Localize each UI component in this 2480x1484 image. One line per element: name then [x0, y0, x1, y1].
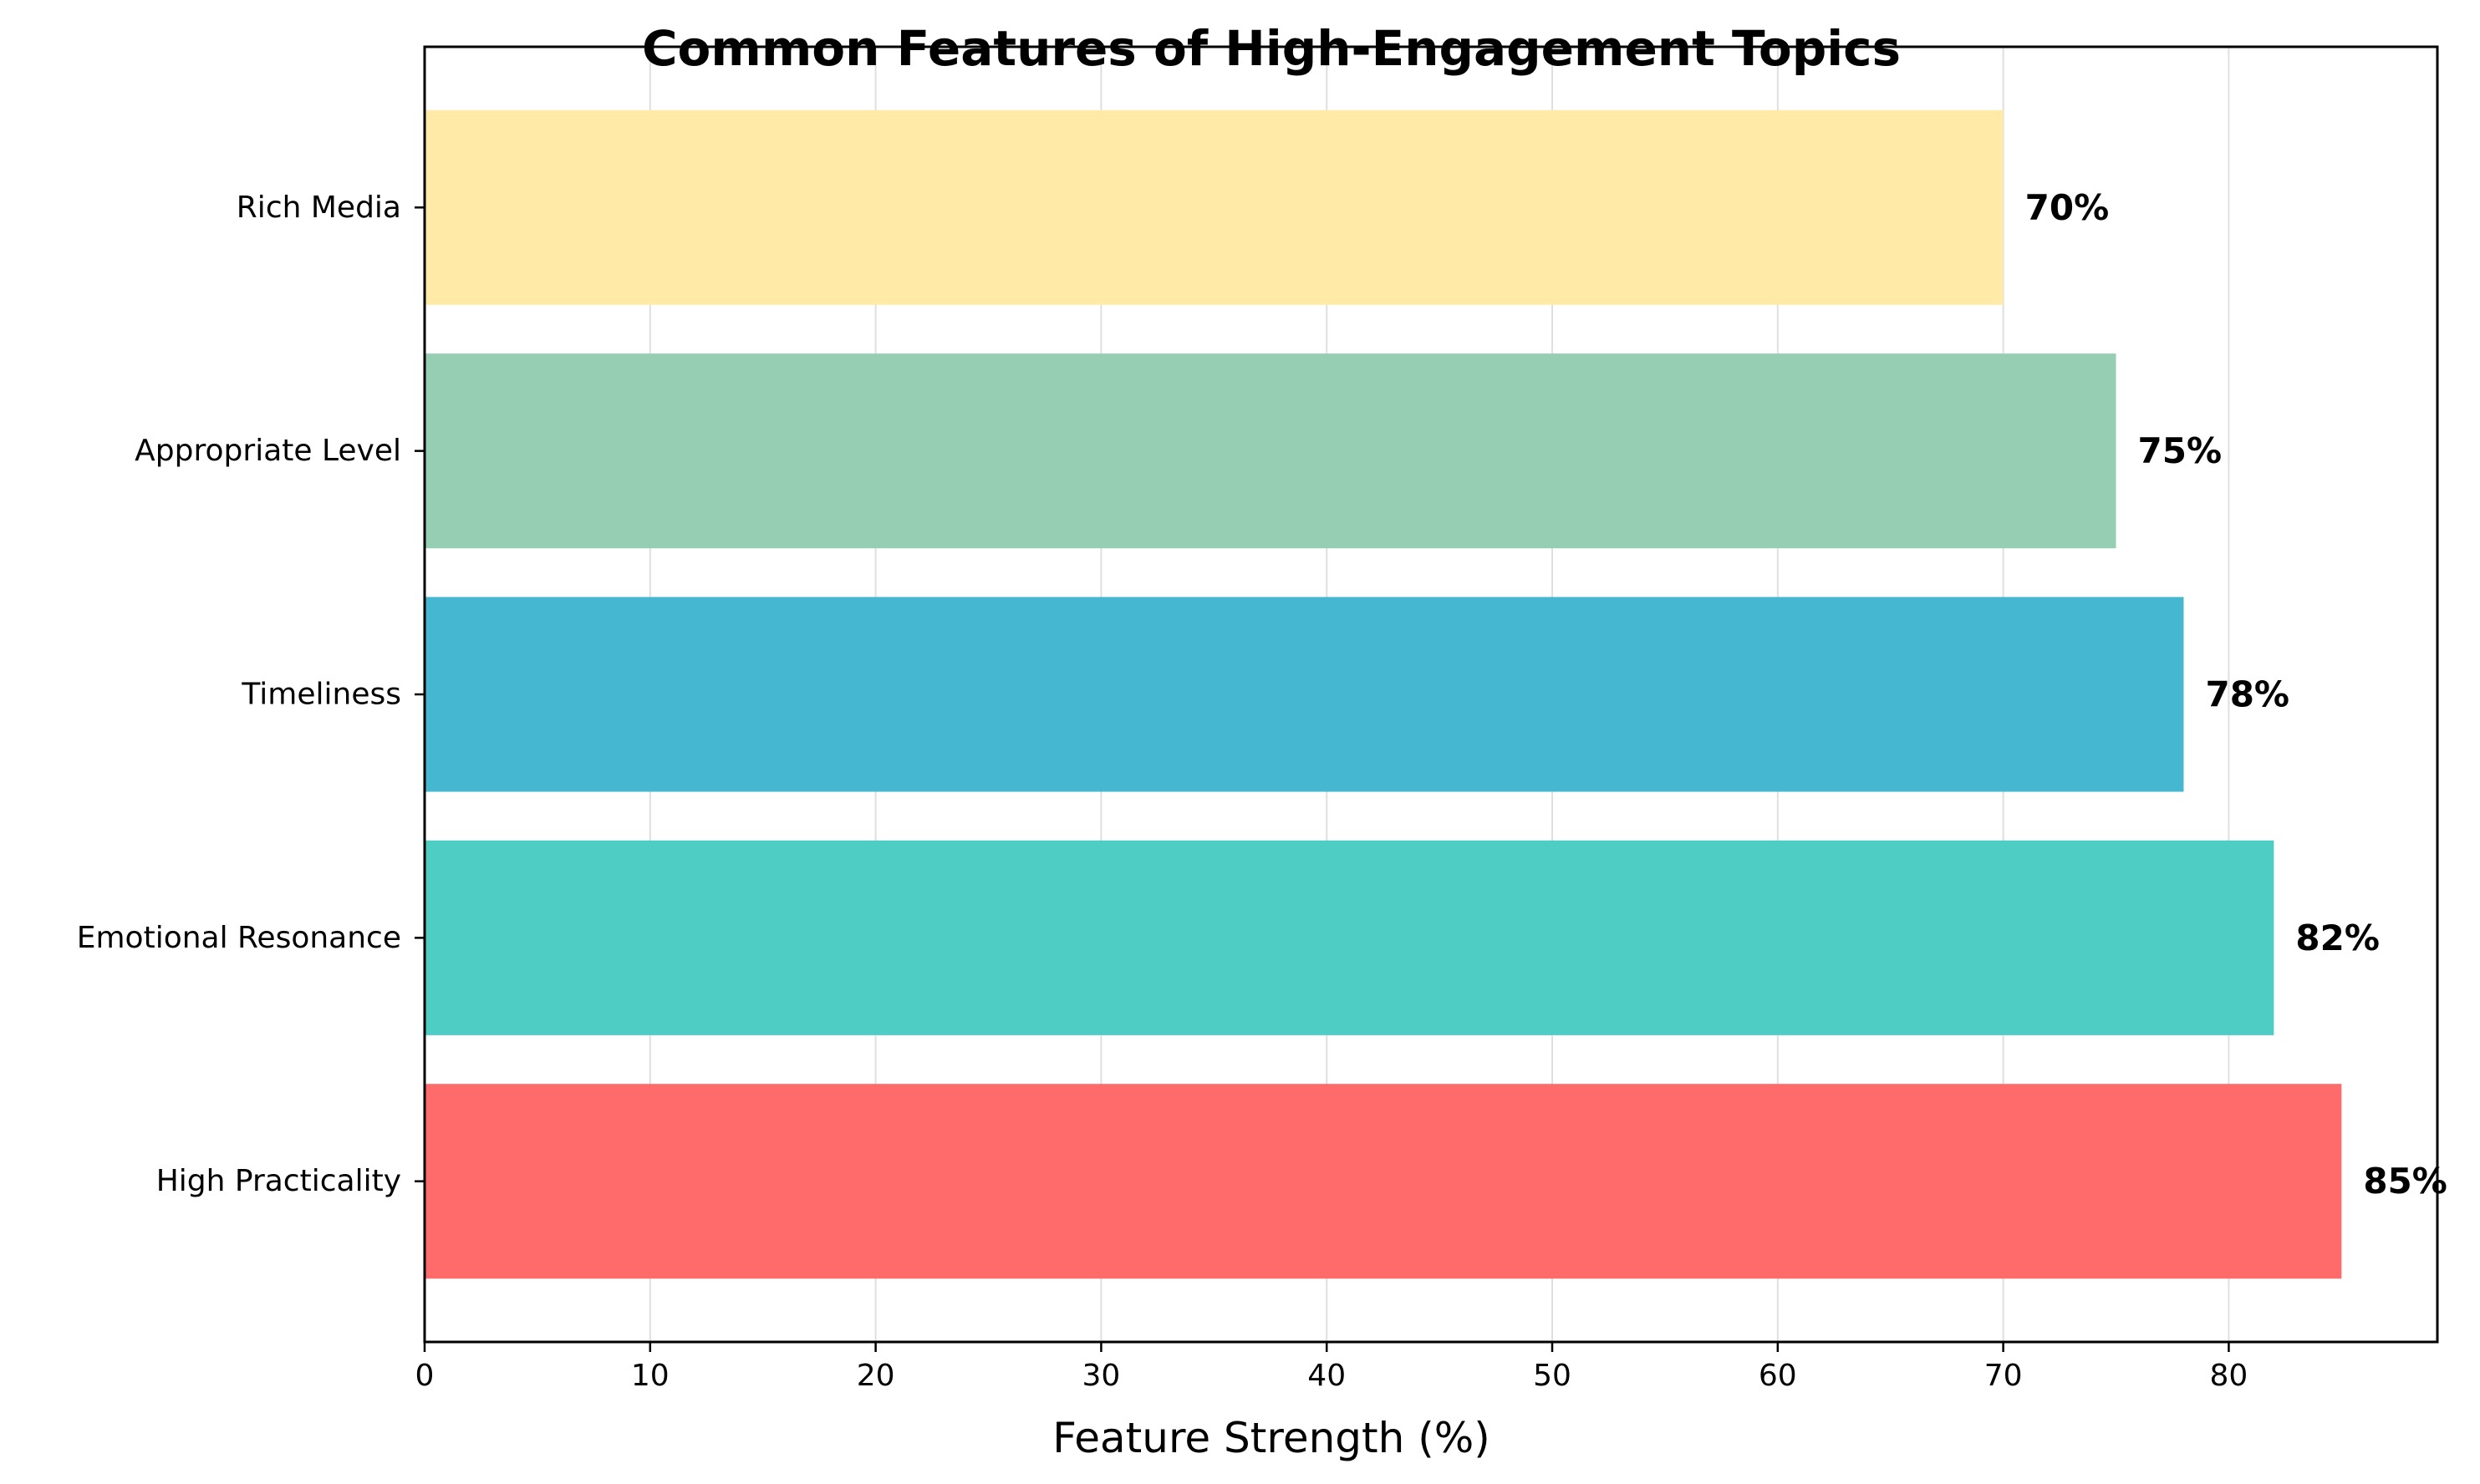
data-label-appropriate-level: 75% — [2138, 430, 2223, 471]
x-tick-label-10: 10 — [631, 1359, 670, 1393]
axis-ticks: High Practicality Emotional Resonance Time… — [77, 191, 2248, 1393]
y-tick-label-high-practicality: High Practicality — [156, 1164, 401, 1198]
x-tick-label-40: 40 — [1307, 1359, 1346, 1393]
bar-high-practicality — [425, 1084, 2342, 1279]
bar-appropriate-level — [425, 353, 2116, 549]
x-tick-label-0: 0 — [415, 1359, 435, 1393]
x-tick-label-20: 20 — [857, 1359, 895, 1393]
data-label-emotional-resonance: 82% — [2295, 917, 2380, 958]
data-label-high-practicality: 85% — [2363, 1161, 2447, 1202]
x-tick-label-50: 50 — [1533, 1359, 1571, 1393]
data-label-timeliness: 78% — [2205, 674, 2289, 715]
bar-emotional-resonance — [425, 840, 2274, 1035]
bars — [425, 109, 2342, 1279]
x-tick-label-30: 30 — [1082, 1359, 1121, 1393]
x-tick-label-80: 80 — [2210, 1359, 2248, 1393]
y-tick-label-emotional-resonance: Emotional Resonance — [77, 921, 401, 955]
y-tick-label-rich-media: Rich Media — [237, 191, 401, 225]
y-tick-label-appropriate-level: Appropriate Level — [135, 434, 401, 468]
chart-title: Common Features of High-Engagement Topic… — [642, 20, 1901, 77]
x-tick-label-70: 70 — [1984, 1359, 2023, 1393]
data-label-rich-media: 70% — [2025, 187, 2110, 228]
data-labels: 85% 82% 78% 75% 70% — [2025, 187, 2447, 1202]
y-tick-label-timeliness: Timeliness — [241, 678, 401, 712]
x-tick-label-60: 60 — [1759, 1359, 1797, 1393]
x-axis-label: Feature Strength (%) — [1052, 1414, 1490, 1462]
bar-timeliness — [425, 597, 2184, 792]
bar-rich-media — [425, 109, 2004, 305]
